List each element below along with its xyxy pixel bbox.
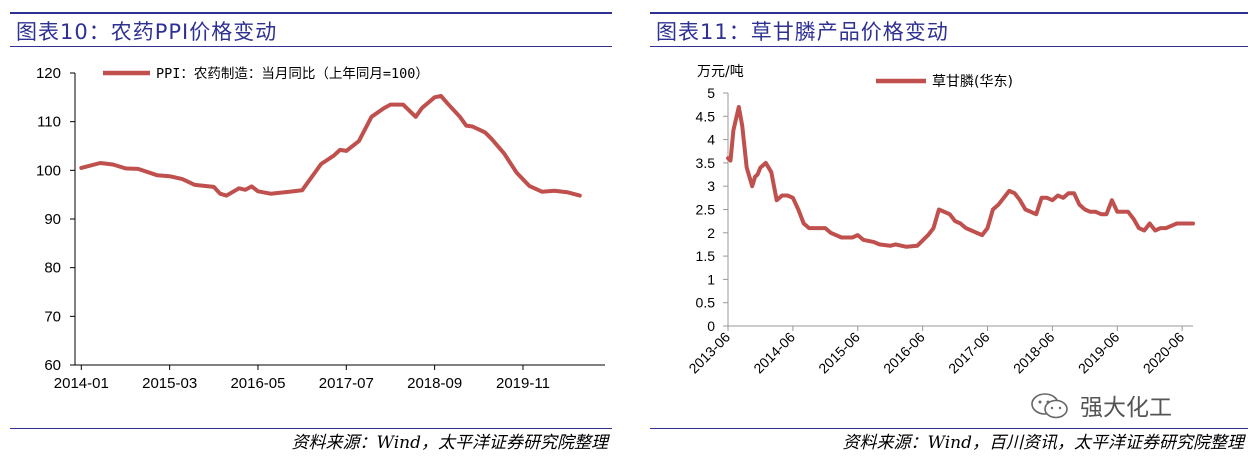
y-tick-label: 100 bbox=[36, 162, 61, 179]
x-tick-label: 2015-06 bbox=[815, 329, 863, 377]
source-rule bbox=[650, 428, 1248, 429]
x-tick-label: 2018-09 bbox=[407, 375, 462, 392]
y-tick-label: 80 bbox=[44, 260, 61, 277]
y-tick-label: 110 bbox=[37, 114, 61, 131]
x-tick-label: 2019-11 bbox=[496, 375, 550, 392]
watermark: 强大化工 bbox=[1030, 388, 1230, 424]
x-tick-label: 2017-07 bbox=[319, 375, 374, 392]
watermark-text: 强大化工 bbox=[1080, 395, 1172, 421]
x-tick-label: 2016-05 bbox=[230, 375, 285, 392]
chart-panel-glyphosate: 图表11：草甘膦产品价格变动 万元/吨 0 0.5 1 1.5 2 2.5 3 3.5 4 4.5 5… bbox=[640, 0, 1258, 461]
x-tick-label: 2019-06 bbox=[1075, 329, 1123, 377]
y-axis-unit: 万元/吨 bbox=[697, 64, 744, 80]
series-line bbox=[726, 105, 1195, 249]
y-tick-label: 60 bbox=[44, 357, 61, 374]
y-tick-label: 3.5 bbox=[696, 155, 716, 171]
y-tick-label: 1.5 bbox=[696, 248, 716, 264]
y-tick-label: 4 bbox=[707, 132, 715, 148]
x-tick-label: 2020-06 bbox=[1140, 329, 1188, 377]
source-note: 资料来源：Wind，百川资讯，太平洋证券研究院整理 bbox=[842, 433, 1244, 453]
x-tick-label: 2016-06 bbox=[880, 329, 928, 377]
y-tick-label: 3 bbox=[707, 178, 715, 194]
source-note: 资料来源：Wind，太平洋证券研究院整理 bbox=[291, 433, 608, 453]
header-rule bbox=[650, 46, 1248, 47]
wechat-icon bbox=[1031, 393, 1068, 419]
glyphosate-line-chart: 万元/吨 0 0.5 1 1.5 2 2.5 3 3.5 4 4.5 5 2013-06 2014-06 2… bbox=[685, 64, 1195, 377]
x-tick-label: 2014-01 bbox=[54, 375, 109, 392]
legend-label: 草甘膦(华东) bbox=[932, 74, 1013, 90]
y-tick-label: 120 bbox=[36, 65, 61, 82]
y-tick-label: 0 bbox=[707, 318, 715, 334]
header-rule bbox=[650, 12, 1248, 14]
y-tick-label: 90 bbox=[44, 211, 61, 228]
y-tick-label: 5 bbox=[707, 85, 715, 101]
x-tick-label: 2018-06 bbox=[1010, 329, 1058, 377]
y-tick-label: 70 bbox=[44, 308, 61, 325]
chart-panel-ppi: 图表10：农药PPI价格变动 60 70 80 90 100 110 120 2014-01 2… bbox=[0, 0, 622, 461]
panel-title: 图表11：草甘膦产品价格变动 bbox=[656, 20, 949, 44]
series-line bbox=[79, 93, 582, 198]
y-tick-label: 1 bbox=[707, 271, 715, 287]
source-rule bbox=[10, 428, 612, 429]
ppi-line-chart: 60 70 80 90 100 110 120 2014-01 2015-03 2016-05 20… bbox=[36, 65, 605, 392]
panel-title: 图表10：农药PPI价格变动 bbox=[16, 20, 278, 44]
y-tick-label: 2 bbox=[707, 225, 715, 241]
x-tick-label: 2014-06 bbox=[750, 329, 798, 377]
y-tick-label: 0.5 bbox=[696, 295, 716, 311]
legend-label: PPI：农药制造：当月同比（上年同月=100） bbox=[156, 66, 429, 82]
x-tick-label: 2013-06 bbox=[685, 329, 733, 377]
x-tick-label: 2017-06 bbox=[945, 329, 993, 377]
header-rule bbox=[10, 46, 612, 47]
header-rule bbox=[10, 12, 612, 14]
y-tick-label: 4.5 bbox=[696, 108, 716, 124]
x-tick-label: 2015-03 bbox=[142, 375, 197, 392]
y-tick-label: 2.5 bbox=[696, 202, 716, 218]
